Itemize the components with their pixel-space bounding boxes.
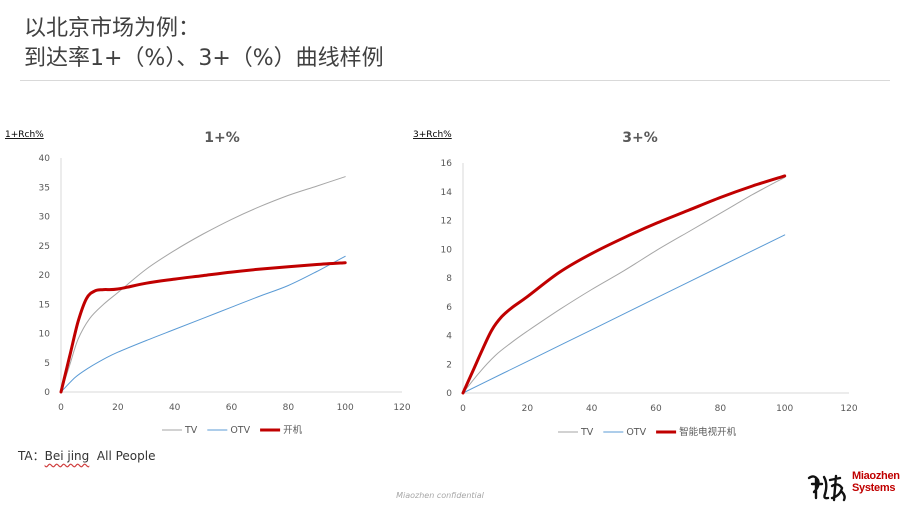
chart1-y-tick-label: 20 xyxy=(39,271,51,281)
ta-city: Bei jing xyxy=(44,449,90,463)
chart2-y-tick-label: 2 xyxy=(446,360,452,370)
chart1-x-tick-label: 80 xyxy=(283,403,295,413)
chart2-y-tick-label: 10 xyxy=(441,245,453,255)
ta-prefix: TA： xyxy=(18,449,45,463)
chart1-chart-title: 1+% xyxy=(204,130,240,146)
slide-title: 以北京市场为例： 到达率1+（%）、3+（%）曲线样例 xyxy=(24,14,384,74)
chart2-x-tick-label: 20 xyxy=(522,404,534,414)
chart1-y-tick-label: 15 xyxy=(39,300,50,310)
chart1-legend-label: OTV xyxy=(230,425,250,436)
chart1-series-line-tv xyxy=(60,176,346,393)
chart1-y-tick-label: 0 xyxy=(44,388,50,398)
chart2-legend-entry-series-2: 智能电视开机 xyxy=(656,426,737,438)
chart2-x-tick-label: 80 xyxy=(715,404,727,414)
chart2-legend-label: TV xyxy=(580,427,594,438)
title-line-2: 到达率1+（%）、3+（%）曲线样例 xyxy=(24,46,384,71)
chart2-legend-label: 智能电视开机 xyxy=(679,426,737,438)
chart2-series-line-otv xyxy=(462,234,786,394)
chart1-legend-entry-tv: TV xyxy=(162,425,198,436)
chart1-x-tick-label: 60 xyxy=(226,403,238,413)
chart2-series-line-tv xyxy=(462,176,786,394)
chart1-legend-entry-series-2: 开机 xyxy=(260,424,303,436)
chart1-legend-entry-otv: OTV xyxy=(207,425,251,436)
chart2-legend-label: OTV xyxy=(626,427,646,438)
chart2-x-tick-label: 0 xyxy=(460,404,466,414)
target-audience-note: TA：Bei jing All People xyxy=(18,447,155,464)
chart2-legend-entry-otv: OTV xyxy=(603,427,647,438)
chart2-y-axis-label: 3+Rch% xyxy=(413,130,452,140)
chart1-x-tick-label: 120 xyxy=(393,403,410,413)
chart1-y-tick-label: 40 xyxy=(39,154,51,164)
logo-calligraphy-icon xyxy=(807,474,846,502)
chart1-y-tick-label: 5 xyxy=(44,359,50,369)
chart2-y-tick-label: 12 xyxy=(441,217,452,227)
chart2-y-tick-label: 4 xyxy=(446,332,452,342)
logo-line-1: Miaozhen xyxy=(852,470,900,482)
chart2-y-tick-label: 8 xyxy=(446,274,452,284)
chart1-y-axis-label: 1+Rch% xyxy=(5,130,44,140)
chart2-y-tick-label: 16 xyxy=(441,159,453,169)
chart2-x-tick-label: 100 xyxy=(776,404,793,414)
chart2-series-line-series-2 xyxy=(461,174,787,395)
chart-3plus-reach: 0 2 4 6 8 10 12 14 16 0 20 40 60 80 100 120 3+% 3+Rch% TV O… xyxy=(413,130,858,438)
chart1-legend-label: 开机 xyxy=(283,424,303,436)
chart1-x-tick-label: 40 xyxy=(169,403,181,413)
chart2-legend-entry-tv: TV xyxy=(558,427,594,438)
chart2-x-tick-label: 60 xyxy=(650,404,662,414)
chart1-series-line-otv xyxy=(60,255,346,393)
chart1-x-tick-label: 0 xyxy=(58,403,64,413)
logo-wordmark: Miaozhen Systems xyxy=(852,470,900,494)
chart1-y-tick-label: 10 xyxy=(39,330,51,340)
chart2-x-tick-label: 120 xyxy=(840,404,857,414)
title-divider xyxy=(20,80,890,81)
chart1-legend-label: TV xyxy=(184,425,198,436)
chart1-y-tick-label: 30 xyxy=(39,213,51,223)
chart2-chart-title: 3+% xyxy=(622,130,658,146)
company-logo: Miaozhen Systems xyxy=(806,470,900,504)
confidential-footer: Miaozhen confidential xyxy=(396,491,484,500)
chart1-series-line-series-2 xyxy=(59,261,347,394)
chart2-y-tick-label: 14 xyxy=(441,188,453,198)
ta-suffix: All People xyxy=(96,449,156,463)
chart1-y-tick-label: 25 xyxy=(39,242,50,252)
chart1-x-tick-label: 100 xyxy=(337,403,354,413)
chart-1plus-reach: 0 5 10 15 20 25 30 35 40 0 20 40 60 80 100 120 1+% 1+Rch%… xyxy=(5,130,411,436)
chart2-x-tick-label: 40 xyxy=(586,404,598,414)
chart1-y-tick-label: 35 xyxy=(39,183,50,193)
chart2-y-tick-label: 6 xyxy=(446,303,452,313)
title-line-1: 以北京市场为例： xyxy=(24,16,201,41)
logo-line-2: Systems xyxy=(852,482,896,494)
chart1-x-tick-label: 20 xyxy=(112,403,124,413)
chart2-y-tick-label: 0 xyxy=(446,389,452,399)
